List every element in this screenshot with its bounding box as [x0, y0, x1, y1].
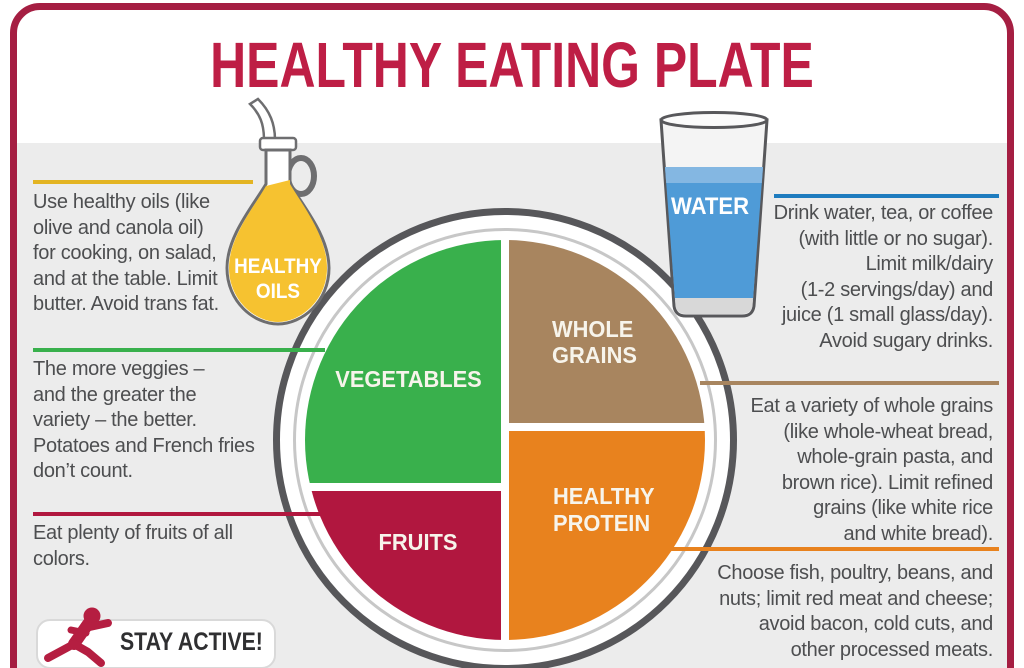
plate-section-healthy-protein	[509, 431, 705, 640]
oils-leader-line	[33, 180, 253, 184]
plate: VEGETABLES WHOLE GRAINS FRUITS HEALTHY P…	[305, 240, 705, 640]
healthy-protein-label: HEALTHY PROTEIN	[553, 483, 655, 536]
annotation-protein: Choose fish, poultry, beans, and nuts; l…	[717, 562, 993, 661]
water-glass-icon	[659, 111, 769, 318]
oil-bottle-icon	[225, 97, 331, 326]
healthy-oils-label: HEALTHY OILS	[234, 255, 322, 303]
vegetables-leader-line	[33, 348, 325, 352]
water-label: WATER	[670, 193, 750, 220]
protein-leader-line	[668, 547, 999, 551]
plate-section-vegetables	[305, 240, 501, 483]
water-leader-line	[774, 194, 999, 198]
annotation-water: Drink water, tea, or coffee (with little…	[773, 202, 994, 352]
fruits-leader-line	[33, 512, 322, 516]
annotation-vegetables: The more veggies – and the greater the v…	[33, 358, 255, 482]
whole-grains-label: WHOLE GRAINS	[552, 316, 637, 368]
stay-active-label: STAY ACTIVE!	[120, 628, 263, 656]
runner-icon	[44, 607, 112, 667]
vegetables-label: VEGETABLES	[335, 366, 482, 392]
page-title: HEALTHY EATING PLATE	[210, 29, 814, 101]
annotation-fruits: Eat plenty of fruits of all colors.	[33, 522, 233, 570]
annotation-oils: Use healthy oils (like olive and canola …	[33, 191, 219, 315]
annotation-whole-grains: Eat a variety of whole grains (like whol…	[750, 395, 993, 545]
fruits-label: FRUITS	[378, 529, 458, 555]
plate-section-fruits	[305, 491, 501, 640]
stay-active-badge: STAY ACTIVE!	[36, 619, 276, 668]
whole-grains-leader-line	[700, 381, 999, 385]
